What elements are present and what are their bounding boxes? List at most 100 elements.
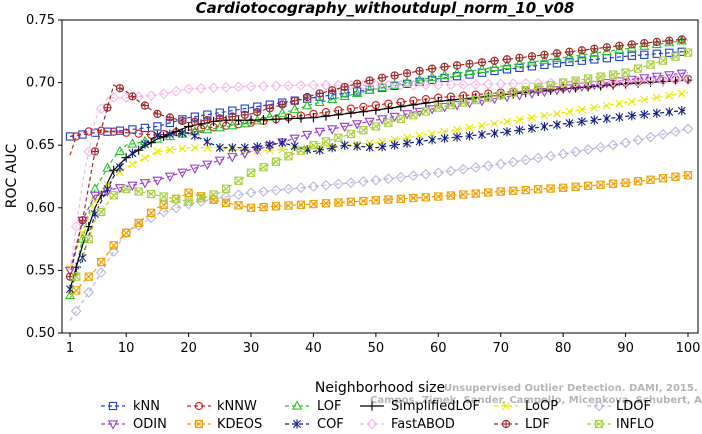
- data-point: [70, 305, 82, 317]
- data-point: [90, 197, 99, 206]
- data-point: [359, 196, 368, 206]
- legend-label: COF: [317, 417, 344, 432]
- data-point: [383, 103, 393, 113]
- data-point: [184, 121, 194, 132]
- data-point-cross: [159, 200, 168, 209]
- legend-marker-plus: [502, 420, 510, 428]
- data-point-cross: [384, 195, 393, 204]
- data-point-cross: [671, 172, 680, 181]
- data-point: [378, 142, 387, 152]
- data-point-cross: [459, 98, 468, 107]
- data-point: [515, 125, 524, 135]
- data-point: [246, 203, 256, 212]
- data-point: [559, 78, 568, 87]
- data-point: [639, 40, 650, 50]
- data-point: [557, 148, 569, 160]
- legend-item-odin: ODIN: [101, 417, 167, 432]
- data-point: [478, 129, 486, 140]
- data-point-plus: [440, 63, 449, 71]
- data-point: [465, 131, 474, 141]
- data-point: [632, 75, 644, 87]
- data-point: [432, 79, 444, 91]
- data-point: [434, 103, 443, 112]
- data-point: [340, 140, 349, 150]
- data-point: [203, 137, 212, 147]
- data-point: [478, 121, 486, 130]
- y-tick-label: 0.75: [26, 13, 55, 28]
- data-point: [671, 172, 680, 181]
- data-point: [184, 188, 193, 197]
- data-point: [446, 95, 456, 105]
- data-point-cross: [659, 174, 668, 183]
- data-point-cross: [371, 196, 380, 205]
- data-point: [95, 267, 107, 278]
- data-point-cross: [122, 185, 131, 194]
- data-point: [495, 78, 507, 90]
- data-point: [652, 108, 661, 118]
- series-line-kdeos: [69, 174, 689, 299]
- data-point: [440, 133, 449, 143]
- legend-label: kNNW: [217, 399, 257, 414]
- series-cof: [66, 106, 689, 294]
- legend-item-ldof: LDOF: [587, 399, 651, 414]
- data-point: [158, 206, 170, 218]
- data-point: [627, 111, 636, 121]
- data-point-cross: [84, 272, 93, 281]
- data-point-cross: [309, 200, 318, 209]
- data-point-plus: [478, 58, 486, 66]
- data-point-plus: [565, 48, 573, 56]
- x-axis-label: Neighborhood size: [315, 380, 445, 396]
- legend-item-loop: LoOP: [494, 399, 558, 414]
- data-point-cross: [521, 86, 530, 95]
- data-point: [551, 86, 563, 96]
- data-point-cross: [484, 188, 493, 197]
- data-point-cross: [584, 181, 593, 190]
- data-point: [395, 79, 407, 91]
- data-point-cross: [359, 197, 368, 206]
- data-point: [539, 54, 550, 64]
- data-point: [382, 79, 394, 91]
- x-tick-label: 60: [430, 341, 447, 356]
- data-point: [607, 139, 619, 151]
- data-point: [652, 49, 661, 58]
- data-point: [559, 183, 568, 192]
- data-point-plus: [191, 118, 199, 126]
- data-point: [576, 82, 588, 92]
- data-point-cross: [122, 228, 131, 237]
- data-point: [159, 131, 169, 142]
- data-point: [490, 119, 499, 128]
- data-point: [590, 115, 599, 125]
- data-point: [415, 131, 424, 140]
- data-point-plus: [291, 97, 299, 105]
- legend-marker: [293, 419, 301, 429]
- data-point: [134, 187, 143, 196]
- data-point: [333, 110, 344, 120]
- data-point: [296, 113, 306, 123]
- watermark-line-2: Campos, Zimek, Sander, Campello, Micenko…: [370, 395, 702, 406]
- data-point: [140, 139, 149, 149]
- data-point: [240, 143, 249, 153]
- legend-marker-cross: [595, 420, 603, 428]
- data-point: [527, 123, 536, 133]
- data-point-cross: [334, 133, 343, 142]
- data-point: [621, 68, 630, 77]
- data-point-cross: [471, 96, 480, 105]
- legend-marker: [367, 401, 377, 411]
- data-point: [233, 189, 244, 201]
- data-point-cross: [222, 198, 231, 207]
- data-point-plus: [465, 60, 474, 68]
- data-point-cross: [197, 194, 206, 203]
- data-point-cross: [209, 190, 218, 199]
- data-point-plus: [378, 74, 386, 82]
- data-point: [146, 138, 156, 148]
- data-point: [658, 174, 668, 183]
- data-point: [501, 59, 513, 70]
- data-point: [515, 63, 524, 72]
- data-point: [153, 147, 162, 156]
- data-point: [496, 90, 505, 100]
- data-point: [320, 179, 332, 191]
- data-point: [283, 183, 294, 195]
- data-point: [233, 81, 244, 93]
- series-fastabod: [69, 74, 694, 271]
- legend-item-knn: kNN: [101, 399, 160, 414]
